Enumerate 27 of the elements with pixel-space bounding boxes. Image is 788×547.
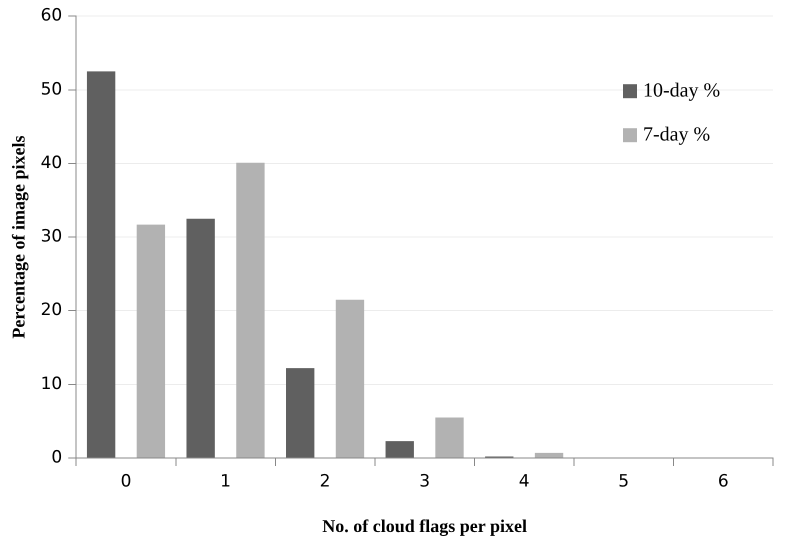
x-tick-label: 1 [220, 472, 231, 492]
bar [236, 162, 265, 458]
y-tick-label: 60 [40, 6, 62, 26]
y-tick-label: 20 [40, 300, 62, 320]
bar [386, 441, 414, 458]
x-axis-title: No. of cloud flags per pixel [322, 516, 527, 536]
y-tick-label: 30 [40, 226, 62, 247]
y-tick-label: 10 [40, 374, 62, 394]
bar [136, 224, 166, 458]
y-axis-title: Percentage of image pixels [8, 136, 28, 339]
x-tick-label: 2 [320, 472, 330, 492]
bar [435, 418, 464, 458]
legend-label: 10-day % [643, 79, 720, 102]
bar [286, 368, 314, 458]
x-tick-label: 0 [120, 472, 132, 492]
bar [186, 218, 215, 458]
bar [336, 300, 364, 458]
x-tick-label: 5 [618, 472, 630, 492]
bar [86, 71, 116, 458]
x-tick-label: 3 [419, 472, 430, 492]
bar [534, 452, 564, 458]
y-tick-label: 50 [40, 79, 62, 100]
legend-label: 7-day % [643, 123, 710, 146]
x-tick-label: 4 [518, 472, 530, 492]
x-tick-label: 6 [718, 472, 729, 492]
y-tick-label: 0 [51, 447, 62, 468]
y-tick-label: 40 [40, 152, 62, 173]
